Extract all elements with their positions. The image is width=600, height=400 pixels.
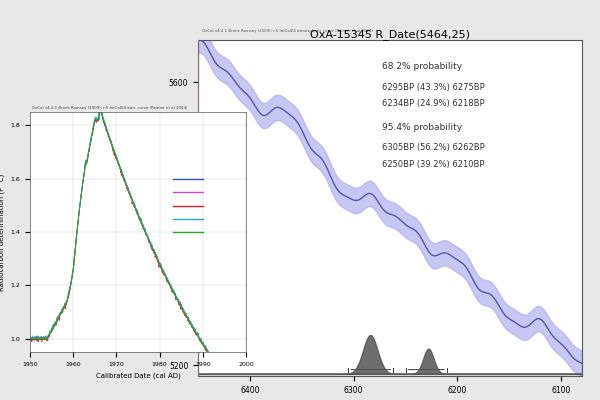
Text: 95.4% probability: 95.4% probability [382, 123, 463, 132]
Text: 6305BP (56.2%) 6262BP: 6305BP (56.2%) 6262BP [382, 143, 485, 152]
Text: 6234BP (24.9%) 6218BP: 6234BP (24.9%) 6218BP [382, 99, 485, 108]
Text: 68.2% probability: 68.2% probability [382, 62, 463, 71]
Text: 6295BP (43.3%) 6275BP: 6295BP (43.3%) 6275BP [382, 82, 485, 92]
Text: 6250BP (39.2%) 6210BP: 6250BP (39.2%) 6210BP [382, 160, 485, 169]
Y-axis label: Radiocarbon determination (F¹⁴C): Radiocarbon determination (F¹⁴C) [0, 173, 5, 291]
Title: OxA-15345 R_Date(5464,25): OxA-15345 R_Date(5464,25) [310, 29, 470, 40]
Y-axis label: Radiocarbon determination (BP): Radiocarbon determination (BP) [154, 140, 163, 276]
X-axis label: Calibrated Date (cal AD): Calibrated Date (cal AD) [95, 372, 181, 379]
Text: OxCal v4.4.1 Bronk Ramsey (2009); r:5 IntCal04 atmospheric curve (Reimer et al 2: OxCal v4.4.1 Bronk Ramsey (2009); r:5 In… [202, 29, 373, 33]
Text: OxCal v4.4.1 Bronk Ramsey (2009); r:5 IntCal04 atm. curve (Reimer et al 2004): OxCal v4.4.1 Bronk Ramsey (2009); r:5 In… [32, 106, 188, 110]
